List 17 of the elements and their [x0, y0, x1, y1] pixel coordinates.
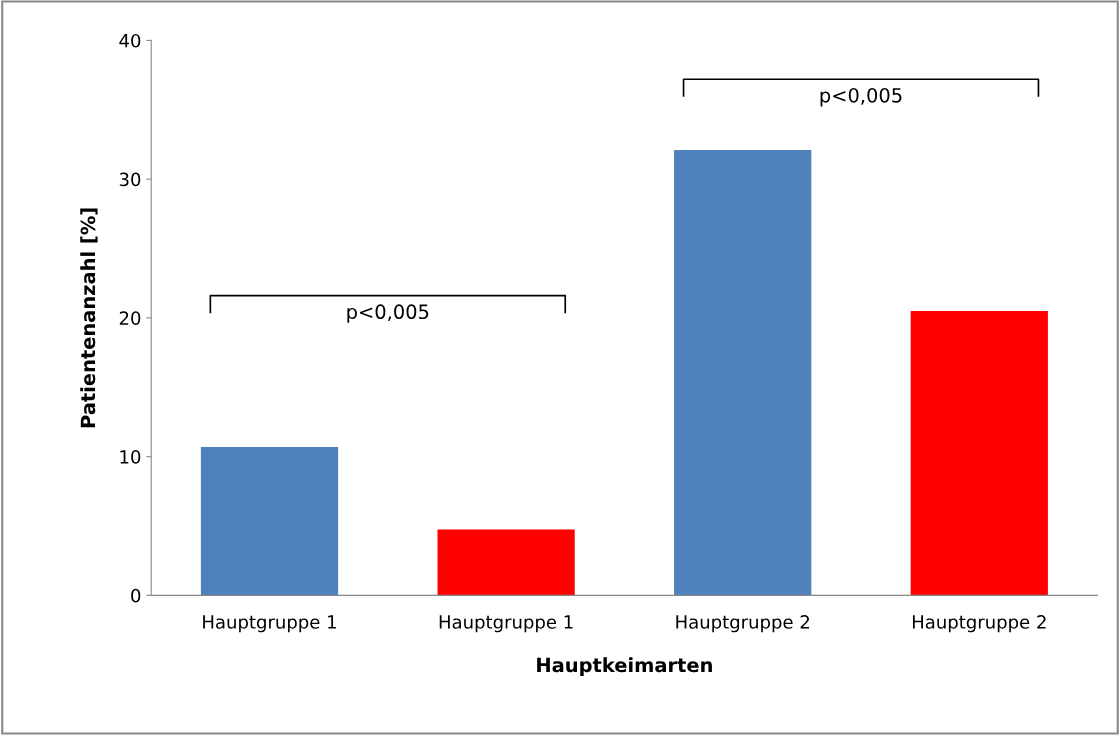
- y-tick-label: 20: [119, 311, 141, 325]
- bar: [200, 446, 339, 596]
- x-tick-label: Hauptgruppe 2: [676, 615, 809, 633]
- x-tick-label: Hauptgruppe 1: [203, 615, 336, 633]
- y-tick-label: 30: [119, 172, 141, 187]
- y-tick-label: 0: [131, 588, 141, 603]
- y-tick-label: 10: [120, 450, 141, 464]
- bar: [437, 529, 575, 596]
- bar: [674, 150, 812, 596]
- x-tick-label: Hauptgruppe 2: [912, 615, 1046, 633]
- y-tick-label: 40: [119, 33, 141, 48]
- x-tick-label: Hauptgruppe 1: [439, 615, 573, 633]
- annotation: p<0,005: [820, 87, 902, 107]
- x-axis-title: Hauptkeimarten: [537, 657, 712, 677]
- annotation: p<0,005: [347, 304, 429, 323]
- y-axis-title: Patientenanzahl [%]: [80, 208, 98, 428]
- bar: [910, 310, 1048, 596]
